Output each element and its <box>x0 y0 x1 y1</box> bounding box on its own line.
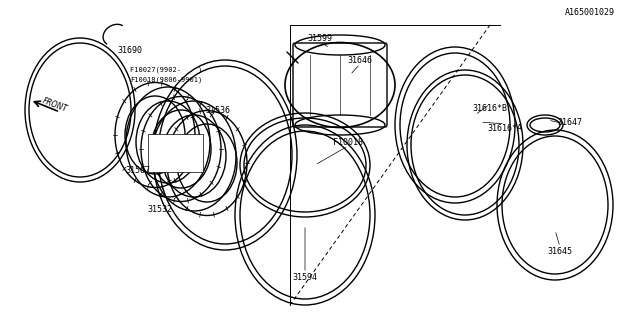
Text: FRONT: FRONT <box>41 96 68 114</box>
Text: 31599: 31599 <box>307 34 333 43</box>
Bar <box>148 134 203 172</box>
Text: 31536: 31536 <box>205 106 230 115</box>
Text: F10018: F10018 <box>333 138 363 147</box>
Text: A165001029: A165001029 <box>565 7 615 17</box>
Text: F10027(9902-    ): F10027(9902- ) <box>130 67 202 73</box>
Text: 31647: 31647 <box>557 117 582 126</box>
Text: 31646: 31646 <box>348 55 372 65</box>
Text: 31616*B: 31616*B <box>472 103 508 113</box>
Text: 31594: 31594 <box>292 274 317 283</box>
Text: 31567: 31567 <box>125 165 150 174</box>
Text: 31532: 31532 <box>147 205 173 214</box>
Text: 31645: 31645 <box>547 247 573 257</box>
Text: F10018(9806-9901): F10018(9806-9901) <box>130 77 202 83</box>
Text: 31690: 31690 <box>118 45 143 54</box>
Text: 31616*A: 31616*A <box>488 124 522 132</box>
